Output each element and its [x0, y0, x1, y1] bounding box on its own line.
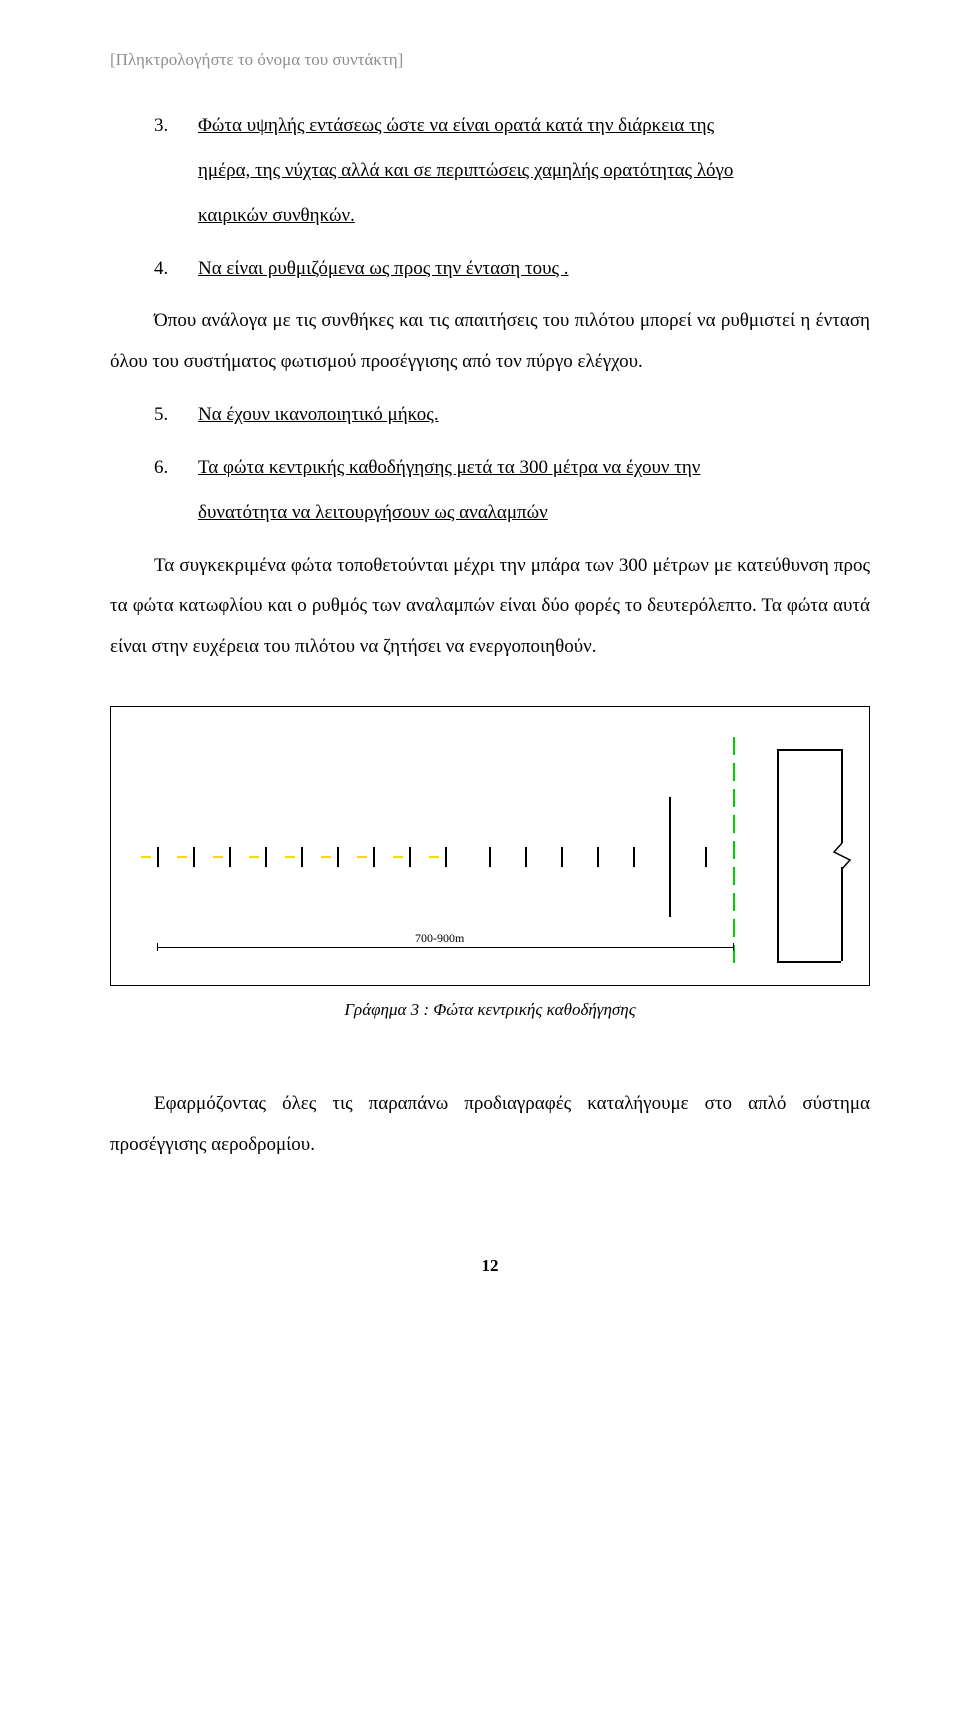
list-number: 6. — [154, 448, 198, 489]
list-number: 5. — [154, 395, 198, 436]
closing-paragraph: Εφαρμόζοντας όλες τις παραπάνω προδιαγρα… — [110, 1084, 870, 1166]
dimension-line — [157, 947, 733, 948]
threshold-green-light — [733, 867, 735, 885]
list-item-3-cont2: καιρικών συνθηκών. — [198, 196, 870, 237]
threshold-green-light — [733, 893, 735, 911]
list-item-4: 4.Να είναι ρυθμιζόμενα ως προς την έντασ… — [154, 249, 870, 290]
threshold-green-light — [733, 815, 735, 833]
list-item-6-cont: δυνατότητα να λειτουργήσουν ως αναλαμπών — [198, 493, 870, 534]
list-text-underline: Να είναι ρυθμιζόμενα ως προς την ένταση … — [198, 258, 569, 279]
yellow-light-icon — [249, 856, 259, 858]
approach-light-tick — [409, 847, 411, 867]
threshold-green-light — [733, 841, 735, 859]
yellow-light-icon — [429, 856, 439, 858]
yellow-light-icon — [213, 856, 223, 858]
runway-edge — [841, 867, 843, 961]
runway-edge — [777, 749, 841, 751]
yellow-light-icon — [393, 856, 403, 858]
paragraph-b: Τα συγκεκριμένα φώτα τοποθετούνται μέχρι… — [110, 546, 870, 669]
approach-lights-diagram: 700-900m — [110, 706, 870, 986]
yellow-light-icon — [141, 856, 151, 858]
approach-light-tick — [633, 847, 635, 867]
dimension-tick — [157, 943, 158, 951]
list-text-underline: ημέρα, της νύχτας αλλά και σε περιπτώσει… — [198, 160, 733, 181]
approach-light-tick — [301, 847, 303, 867]
threshold-green-light — [733, 737, 735, 755]
yellow-light-icon — [321, 856, 331, 858]
page-number: 12 — [110, 1256, 870, 1276]
approach-light-tick — [229, 847, 231, 867]
approach-light-tick — [373, 847, 375, 867]
dimension-label: 700-900m — [411, 931, 468, 946]
approach-light-tick — [525, 847, 527, 867]
figure-caption: Γράφημα 3 : Φώτα κεντρικής καθοδήγησης — [110, 1000, 870, 1020]
approach-light-tick — [489, 847, 491, 867]
list-number: 4. — [154, 249, 198, 290]
dimension-tick — [733, 943, 734, 951]
list-text-underline: δυνατότητα να λειτουργήσουν ως αναλαμπών — [198, 502, 548, 523]
approach-light-tick — [705, 847, 707, 867]
approach-light-tick — [265, 847, 267, 867]
list-item-6: 6.Τα φώτα κεντρικής καθοδήγησης μετά τα … — [154, 448, 870, 489]
list-item-5: 5.Να έχουν ικανοποιητικό μήκος. — [154, 395, 870, 436]
approach-light-tick — [445, 847, 447, 867]
list-item-3-cont: ημέρα, της νύχτας αλλά και σε περιπτώσει… — [198, 151, 870, 192]
runway-edge — [841, 749, 843, 843]
threshold-green-light — [733, 763, 735, 781]
threshold-green-light — [733, 919, 735, 937]
break-symbol-icon — [832, 843, 852, 869]
runway-edge — [777, 749, 779, 961]
page-header: [Πληκτρολογήστε το όνομα του συντάκτη] — [110, 50, 870, 70]
paragraph-a: Όπου ανάλογα με τις συνθήκες και τις απα… — [110, 301, 870, 383]
list-item-3: 3.Φώτα υψηλής εντάσεως ώστε να είναι ορα… — [154, 106, 870, 147]
approach-light-tick — [597, 847, 599, 867]
list-text-underline: Να έχουν ικανοποιητικό μήκος. — [198, 404, 439, 425]
list-number: 3. — [154, 106, 198, 147]
document-page: [Πληκτρολογήστε το όνομα του συντάκτη] 3… — [0, 0, 960, 1326]
list-text-underline: Τα φώτα κεντρικής καθοδήγησης μετά τα 30… — [198, 457, 700, 478]
approach-light-tick — [157, 847, 159, 867]
yellow-light-icon — [357, 856, 367, 858]
threshold-green-light — [733, 789, 735, 807]
approach-light-tick — [337, 847, 339, 867]
approach-light-tick — [193, 847, 195, 867]
crossbar-light — [669, 797, 671, 917]
yellow-light-icon — [285, 856, 295, 858]
list-text-underline: Φώτα υψηλής εντάσεως ώστε να είναι ορατά… — [198, 115, 714, 136]
list-text-underline: καιρικών συνθηκών. — [198, 205, 355, 226]
yellow-light-icon — [177, 856, 187, 858]
runway-edge — [777, 961, 841, 963]
approach-light-tick — [561, 847, 563, 867]
